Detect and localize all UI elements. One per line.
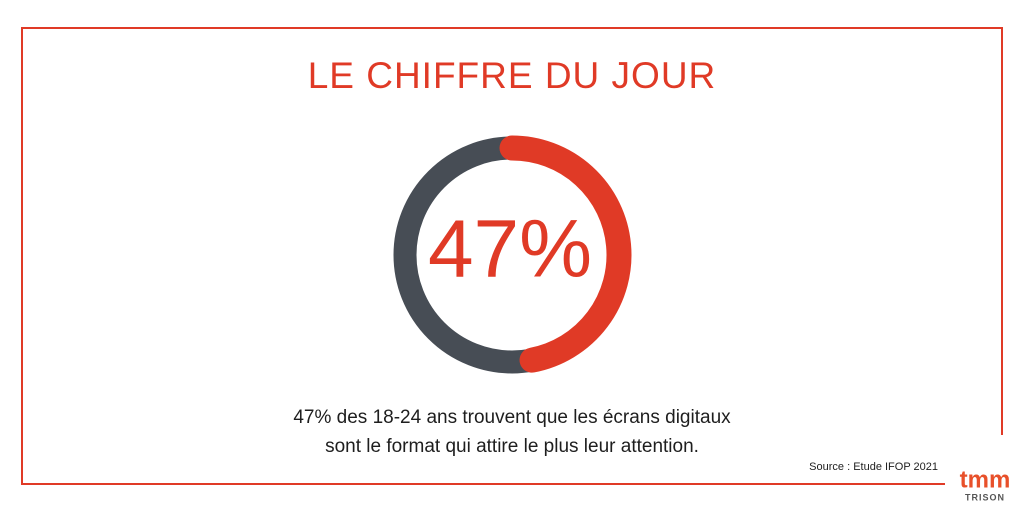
frame [21,27,1003,485]
caption-line: sont le format qui attire le plus leur a… [325,436,699,457]
logo-sub: TRISON [965,492,1005,502]
value-label: 47% [428,204,592,295]
caption-line: 47% des 18-24 ans trouvent que les écran… [293,407,731,428]
chart-title: LE CHIFFRE DU JOUR [308,55,717,96]
source: Source : Etude IFOP 2021 [809,461,938,473]
logo-name: tmm [960,466,1011,493]
donut-arc [499,135,632,373]
